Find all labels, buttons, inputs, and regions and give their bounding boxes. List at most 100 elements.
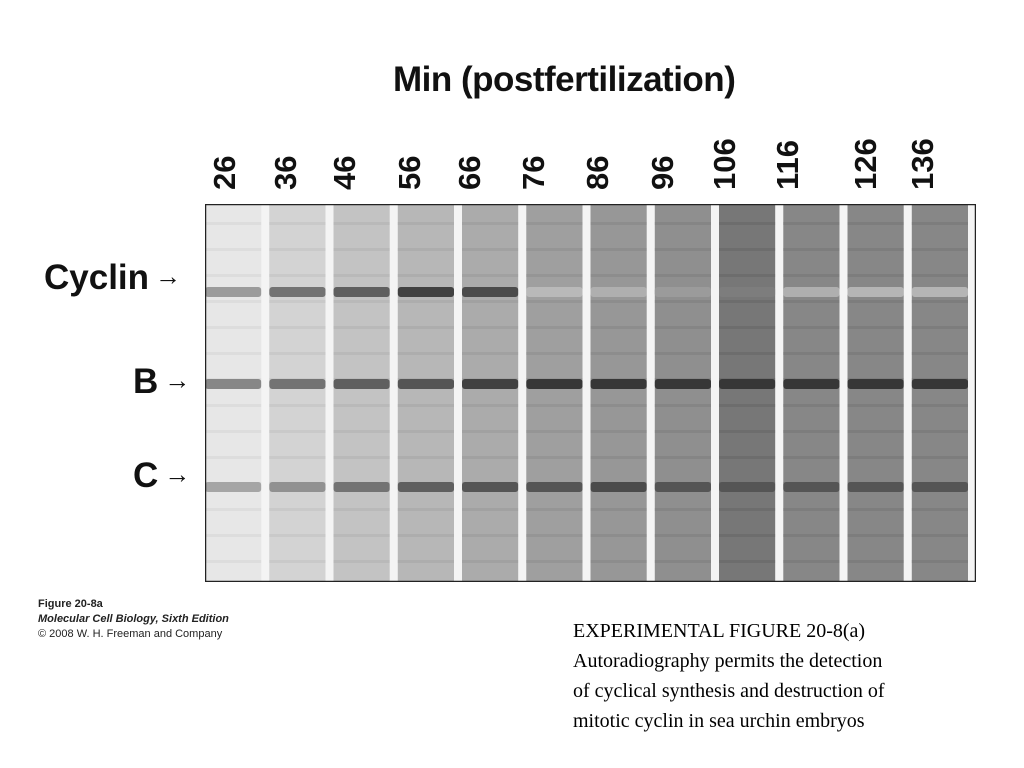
gel-smear: [847, 300, 904, 303]
gel-smear: [269, 404, 326, 407]
gel-lane: [847, 204, 904, 582]
gel-lane: [590, 204, 647, 582]
lane-gap: [518, 204, 527, 582]
gel-smear: [462, 508, 519, 511]
gel-smear: [847, 560, 904, 563]
gel-smear: [462, 560, 519, 563]
axis-title: Min (postfertilization): [393, 60, 736, 99]
gel-smear: [205, 560, 262, 563]
cyclin-band: [847, 287, 904, 297]
lane-label: 26: [207, 155, 242, 190]
lane-label: 56: [392, 155, 427, 190]
gel-smear: [654, 248, 712, 251]
gel-smear: [654, 508, 712, 511]
c-label-text: C: [133, 456, 159, 495]
gel-smear: [719, 560, 776, 563]
gel-smear: [462, 456, 519, 459]
cyclin-band: [719, 287, 776, 297]
gel-lane: [269, 204, 326, 582]
gel-smear: [719, 430, 776, 433]
gel-smear: [269, 300, 326, 303]
gel-smear: [526, 222, 583, 225]
gel-smear: [590, 300, 647, 303]
gel-smear: [654, 560, 712, 563]
copyright: © 2008 W. H. Freeman and Company: [38, 628, 223, 640]
gel-smear: [911, 352, 969, 355]
gel-smear: [783, 508, 840, 511]
gel-smear: [205, 352, 262, 355]
lane-gap: [582, 204, 591, 582]
gel-smear: [783, 248, 840, 251]
gel-smear: [719, 222, 776, 225]
gel-lane: [397, 204, 455, 582]
gel-smear: [590, 404, 647, 407]
gel-smear: [847, 274, 904, 277]
gel-smear: [397, 248, 455, 251]
cyclin-band: [397, 287, 455, 297]
gel-smear: [911, 326, 969, 329]
gel-smear: [590, 534, 647, 537]
lane-gap: [389, 204, 398, 582]
b-band: [397, 379, 455, 389]
gel-smear: [783, 326, 840, 329]
gel-smear: [462, 404, 519, 407]
gel-smear: [269, 248, 326, 251]
arrow-right-icon: →: [164, 365, 191, 395]
lane-label: 126: [848, 138, 883, 190]
gel-lane: [462, 204, 519, 582]
b-band: [333, 379, 390, 389]
gel-smear: [654, 352, 712, 355]
cyclin-band: [462, 287, 519, 297]
gel-smear: [783, 274, 840, 277]
gel-smear: [783, 222, 840, 225]
c-band: [526, 482, 583, 492]
gel-smear: [590, 560, 647, 563]
figure-caption: Figure 20-8a Molecular Cell Biology, Six…: [38, 597, 229, 642]
gel-smear: [590, 508, 647, 511]
gel-smear: [462, 326, 519, 329]
lane-gap: [903, 204, 912, 582]
gel-smear: [269, 430, 326, 433]
book-title: Molecular Cell Biology, Sixth Edition: [38, 613, 229, 625]
gel-smear: [205, 534, 262, 537]
c-band: [783, 482, 840, 492]
figure-description: EXPERIMENTAL FIGURE 20-8(a) Autoradiogra…: [573, 616, 1013, 736]
cyclin-band: [654, 287, 712, 297]
lane-label: 116: [770, 139, 805, 190]
gel-smear: [526, 300, 583, 303]
gel-lane: [719, 204, 776, 582]
cyclin-band: [911, 287, 969, 297]
b-label-text: B: [133, 362, 159, 401]
b-band: [526, 379, 583, 389]
gel-smear: [847, 456, 904, 459]
lane-gap: [325, 204, 334, 582]
c-band: [205, 482, 262, 492]
gel-smear: [590, 456, 647, 459]
gel-smear: [783, 404, 840, 407]
gel-smear: [847, 534, 904, 537]
lane-gap: [646, 204, 655, 582]
gel-smear: [654, 404, 712, 407]
c-band: [397, 482, 455, 492]
gel-smear: [911, 534, 969, 537]
gel-smear: [269, 274, 326, 277]
gel-smear: [397, 508, 455, 511]
c-band: [911, 482, 969, 492]
gel-smear: [333, 560, 390, 563]
lane-label: 46: [327, 155, 362, 190]
gel-smear: [526, 404, 583, 407]
lane-gap: [711, 204, 719, 582]
gel-smear: [847, 430, 904, 433]
gel-smear: [590, 274, 647, 277]
c-band: [333, 482, 390, 492]
gel-smear: [847, 326, 904, 329]
b-band: [269, 379, 326, 389]
gel-smear: [526, 274, 583, 277]
cyclin-band: [333, 287, 390, 297]
gel-smear: [654, 326, 712, 329]
gel-smear: [719, 534, 776, 537]
gel-smear: [783, 300, 840, 303]
c-band: [462, 482, 519, 492]
gel-smear: [526, 352, 583, 355]
gel-smear: [654, 274, 712, 277]
